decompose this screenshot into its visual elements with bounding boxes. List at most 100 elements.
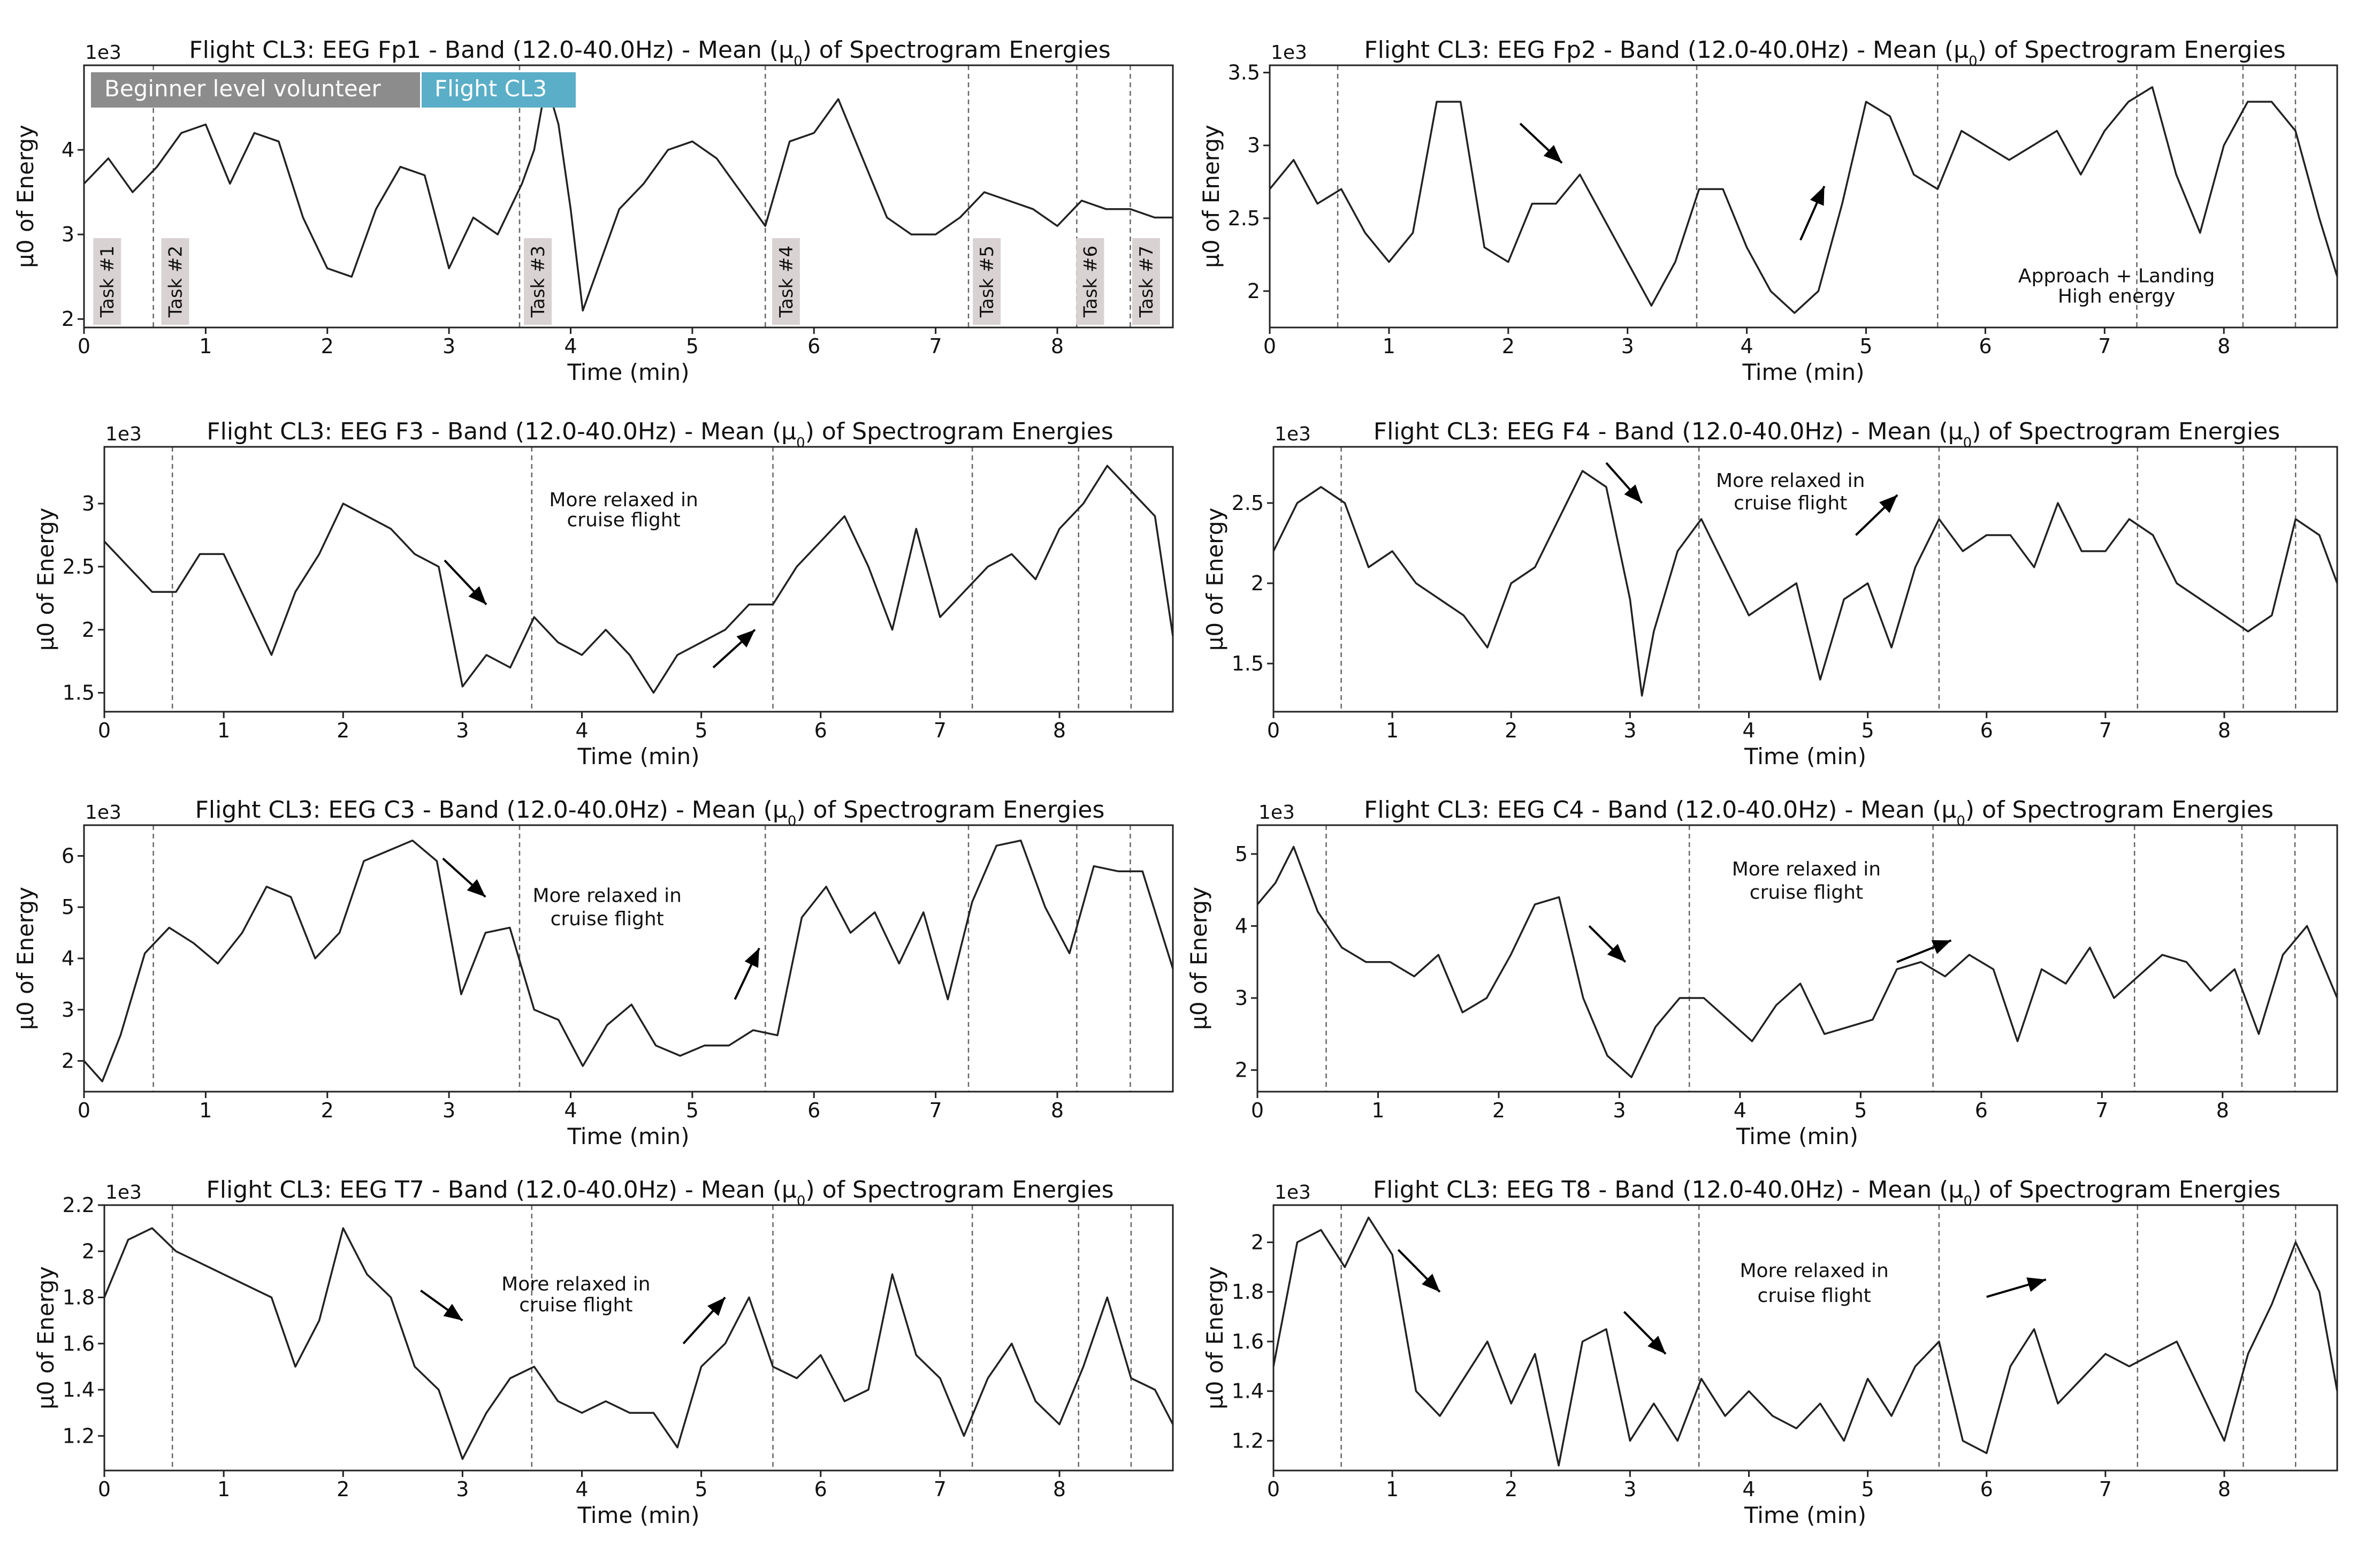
x-tick-label: 0: [78, 334, 90, 358]
x-tick-label: 1: [199, 334, 212, 358]
y-axis-label: μ0 of Energy: [12, 887, 39, 1030]
x-tick-label: 1: [1386, 1477, 1399, 1501]
y-tick-label: 3.5: [1228, 61, 1260, 85]
task-label: Task #2: [165, 246, 187, 318]
x-tick-label: 6: [1979, 334, 1992, 358]
x-tick-label: 2: [337, 1477, 349, 1501]
x-tick-label: 1: [199, 1099, 212, 1122]
x-tick-label: 7: [934, 1477, 947, 1501]
data-line: [1269, 86, 2338, 314]
annotation-arrowhead: [1607, 943, 1626, 962]
x-tick-label: 2: [1505, 719, 1517, 742]
y-tick-label: 1.5: [63, 681, 95, 705]
chart-title: Flight CL3: EEG C4 - Band (12.0-40.0Hz) …: [1364, 796, 2274, 829]
y-tick-label: 2.5: [63, 555, 95, 578]
x-tick-label: 4: [575, 1477, 588, 1501]
x-tick-label: 6: [807, 1099, 820, 1122]
annotation-arrowhead: [1647, 1336, 1666, 1354]
annotation-arrowhead: [468, 586, 487, 605]
x-tick-label: 4: [1742, 1477, 1755, 1501]
y-tick-label: 2: [82, 1239, 95, 1263]
x-tick-label: 7: [2099, 719, 2112, 742]
x-tick-label: 4: [575, 719, 588, 742]
task-label: Task #1: [97, 246, 118, 318]
plot-frame: [1272, 446, 2338, 713]
x-tick-label: 0: [1267, 1477, 1280, 1501]
annotation-text: More relaxed in: [1716, 470, 1865, 492]
x-tick-label: 5: [1859, 334, 1872, 358]
x-tick-label: 0: [78, 1099, 90, 1122]
x-tick-label: 2: [1492, 1099, 1505, 1122]
y-tick-label: 3: [62, 998, 74, 1022]
data-line: [1256, 845, 2338, 1078]
x-tick-label: 6: [1980, 1477, 1993, 1501]
task-label-box: [973, 238, 1001, 325]
annotation-text: More relaxed in: [533, 885, 682, 907]
annotation-text: cruise flight: [1758, 1285, 1871, 1307]
y-tick-label: 2.5: [1228, 207, 1260, 230]
legend-flight-label: Flight CL3: [434, 75, 547, 102]
x-tick-label: 7: [2098, 334, 2111, 358]
data-line: [83, 81, 1173, 312]
chart-title: Flight CL3: EEG Fp1 - Band (12.0-40.0Hz)…: [189, 36, 1110, 70]
x-tick-label: 6: [814, 1477, 827, 1501]
plot-frame: [103, 1204, 1174, 1472]
x-tick-label: 3: [443, 334, 455, 358]
y-axis-label: μ0 of Energy: [1198, 125, 1224, 268]
x-axis-label: Time (min): [1744, 1502, 1866, 1528]
chart-panel-fp2: 0 1 2 3 4 5 6 7 8 2 2.5 3 3.5 Time (min) μ0 of Energy 1…: [1198, 36, 2338, 385]
annotation-arrowhead: [707, 1297, 726, 1316]
y-tick-label: 1.4: [1232, 1380, 1264, 1403]
y-tick-label: 1.2: [63, 1424, 95, 1448]
y-tick-label: 1.4: [63, 1378, 95, 1401]
x-tick-label: 6: [807, 334, 820, 358]
scale-label: 1e3: [85, 802, 121, 824]
x-tick-label: 1: [1371, 1099, 1384, 1122]
scale-label: 1e3: [1275, 1182, 1311, 1203]
chart-panel-f3: 0 1 2 3 4 5 6 7 8 1.5 2 2.5 3 Time (min) μ0 of Energy 1…: [33, 418, 1174, 770]
x-tick-label: 5: [686, 1099, 699, 1122]
x-tick-label: 1: [217, 1477, 230, 1501]
annotation-text: cruise flight: [1734, 492, 1847, 514]
x-tick-label: 8: [2216, 1099, 2229, 1122]
annotation-arrowhead: [1422, 1274, 1440, 1292]
y-tick-label: 3: [62, 223, 74, 246]
annotation-text: cruise flight: [1750, 881, 1863, 903]
chart-title: Flight CL3: EEG F3 - Band (12.0-40.0Hz) …: [207, 418, 1113, 451]
y-tick-label: 2: [1247, 279, 1260, 303]
annotation-arrowhead: [744, 948, 759, 968]
chart-title: Flight CL3: EEG Fp2 - Band (12.0-40.0Hz)…: [1364, 36, 2285, 70]
x-tick-label: 7: [2095, 1099, 2108, 1122]
data-line: [1272, 1216, 2338, 1467]
y-tick-label: 1.8: [63, 1286, 95, 1309]
y-tick-label: 2: [1251, 1231, 1264, 1254]
x-axis-label: Time (min): [1736, 1123, 1858, 1149]
legend-flight-box: [422, 72, 576, 108]
task-label: Task #3: [528, 246, 549, 318]
x-tick-label: 2: [321, 334, 334, 358]
chart-title: Flight CL3: EEG C3 - Band (12.0-40.0Hz) …: [195, 796, 1105, 829]
scale-label: 1e3: [85, 42, 121, 64]
x-tick-label: 7: [2099, 1477, 2112, 1501]
plot-frame: [1256, 824, 2338, 1093]
plot-frame: [1272, 1204, 2338, 1472]
annotation-text: More relaxed in: [1740, 1260, 1888, 1282]
y-tick-label: 1.8: [1232, 1280, 1264, 1304]
plot-frame: [83, 824, 1174, 1093]
x-tick-label: 3: [1621, 334, 1634, 358]
x-tick-label: 0: [1251, 1099, 1264, 1122]
annotation-arrowhead: [467, 879, 486, 897]
annotation-text: High energy: [2058, 286, 2176, 308]
x-tick-label: 5: [1862, 719, 1874, 742]
plot-frame: [83, 64, 1174, 329]
x-tick-label: 4: [1734, 1099, 1746, 1122]
y-tick-label: 6: [62, 844, 74, 867]
x-tick-label: 8: [2217, 334, 2230, 358]
y-axis-label: μ0 of Energy: [33, 1266, 59, 1410]
x-tick-label: 5: [1854, 1099, 1867, 1122]
chart-panel-t7: 0 1 2 3 4 5 6 7 8 1.2 1.4 1.6 1.8 2 2.2 Time (min) μ0 of…: [33, 1176, 1174, 1528]
x-tick-label: 2: [1502, 334, 1515, 358]
annotation-text: More relaxed in: [1732, 858, 1881, 880]
